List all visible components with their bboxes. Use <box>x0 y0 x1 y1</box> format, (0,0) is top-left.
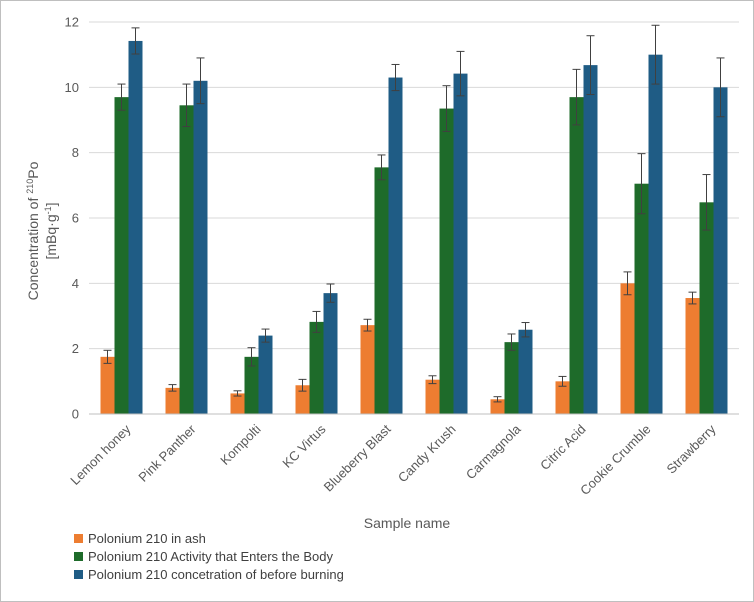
y-tick-label: 8 <box>72 145 79 160</box>
error-bar <box>637 153 646 215</box>
y-tick-label: 10 <box>65 80 79 95</box>
error-bar <box>391 63 400 92</box>
bar <box>634 183 649 414</box>
bar <box>439 108 454 415</box>
bar <box>648 54 663 415</box>
x-tick-labels: Lemon honey Pink Panther Kompolti KC Virtus… <box>67 421 719 498</box>
error-bar <box>363 318 372 332</box>
error-bar <box>428 375 437 385</box>
error-bar <box>456 50 465 97</box>
y-axis-title-line2: [mBq·g-1] <box>43 202 59 259</box>
error-bar <box>702 174 711 231</box>
bar <box>583 65 598 415</box>
bar <box>100 356 115 414</box>
legend: Polonium 210 in ash Polonium 210 Activity… <box>74 531 344 582</box>
error-bar <box>493 396 502 403</box>
y-tick-label: 0 <box>72 407 79 422</box>
error-bar <box>103 349 112 364</box>
y-tick-label: 4 <box>72 276 79 291</box>
x-tick-label: Kompolti <box>217 421 263 467</box>
error-bar <box>586 35 595 96</box>
bar <box>114 97 129 414</box>
bar <box>230 393 245 414</box>
bar <box>518 329 533 414</box>
legend-item: Polonium 210 Activity that Enters the Bo… <box>74 549 333 564</box>
bar <box>374 167 389 414</box>
bar <box>504 342 519 414</box>
bar <box>490 399 505 414</box>
bars <box>100 40 728 415</box>
bar <box>713 87 728 414</box>
error-bar <box>196 57 205 105</box>
bar <box>323 293 338 414</box>
error-bar <box>131 27 140 55</box>
legend-label: Polonium 210 concetration of before burn… <box>88 567 344 582</box>
x-tick-label: Blueberry Blast <box>321 421 394 494</box>
legend-item: Polonium 210 in ash <box>74 531 206 546</box>
legend-swatch <box>74 534 83 543</box>
y-tick-labels: 0 2 4 6 8 10 12 <box>65 15 79 422</box>
y-axis-title-line1: Concentration of 210Po <box>25 161 41 300</box>
y-tick-label: 12 <box>65 15 79 30</box>
error-bar <box>521 322 530 338</box>
bar <box>453 73 468 414</box>
x-tick-label: Pink Panther <box>135 421 199 485</box>
error-bar <box>182 83 191 128</box>
x-tick-label: Cookie Crumble <box>577 422 654 499</box>
bar <box>569 97 584 414</box>
error-bar <box>623 271 632 296</box>
error-bar <box>558 375 567 387</box>
error-bar <box>168 384 177 392</box>
legend-label: Polonium 210 Activity that Enters the Bo… <box>88 549 333 564</box>
legend-swatch <box>74 552 83 561</box>
error-bar <box>261 328 270 343</box>
error-bar <box>572 68 581 126</box>
x-tick-label: Candy Krush <box>395 422 459 486</box>
bar <box>179 105 194 415</box>
bar <box>425 379 440 414</box>
error-bar <box>247 347 256 367</box>
error-bar <box>312 310 321 333</box>
bar <box>555 381 570 414</box>
y-tick-label: 2 <box>72 341 79 356</box>
bar <box>295 385 310 414</box>
bar <box>685 298 700 414</box>
bar <box>193 80 208 415</box>
y-tick-label: 6 <box>72 211 79 226</box>
error-bar <box>377 154 386 181</box>
legend-item: Polonium 210 concetration of before burn… <box>74 567 344 582</box>
error-bar <box>688 291 697 305</box>
legend-swatch <box>74 570 83 579</box>
error-bars <box>103 24 725 403</box>
error-bar <box>507 333 516 351</box>
bar <box>699 202 714 414</box>
error-bar <box>442 85 451 132</box>
bar <box>244 356 259 414</box>
x-axis-title: Sample name <box>364 515 451 531</box>
error-bar <box>298 378 307 392</box>
bar <box>388 77 403 415</box>
bar <box>309 321 324 414</box>
error-bar <box>326 283 335 303</box>
legend-label: Polonium 210 in ash <box>88 531 206 546</box>
x-tick-label: Strawberry <box>664 421 719 476</box>
bar <box>128 40 143 415</box>
x-tick-label: Citric Acid <box>537 422 588 473</box>
bar <box>620 283 635 414</box>
x-tick-label: KC Virtus <box>279 421 329 471</box>
error-bar <box>117 83 126 111</box>
x-tick-label: Lemon honey <box>67 421 134 488</box>
x-tick-label: Carmagnola <box>463 421 524 482</box>
bar <box>360 325 375 414</box>
bar <box>165 387 180 414</box>
error-bar <box>716 57 725 118</box>
error-bar <box>233 390 242 397</box>
error-bar <box>651 24 660 85</box>
bar <box>258 335 273 414</box>
